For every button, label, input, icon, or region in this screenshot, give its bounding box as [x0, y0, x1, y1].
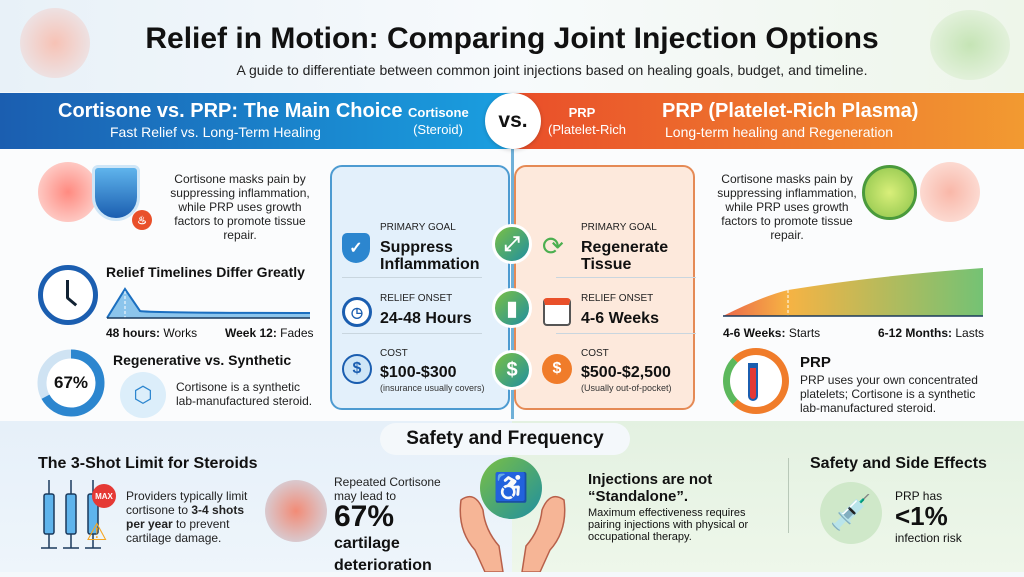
regen-text: Cortisone is a synthetic lab-manufacture… [176, 380, 313, 408]
banner-subtitle: Long-term healing and Regeneration [665, 124, 894, 140]
cost-value: $100-$300 [380, 364, 457, 381]
cartilage-stat: 67% cartilage deterioration [334, 500, 432, 575]
cost-value: $500-$2,500 [581, 364, 671, 381]
divider [556, 277, 696, 278]
onset-label: RELIEF ONSET [380, 293, 453, 304]
percent-value: 67% [53, 373, 89, 392]
timeline-start-label: 4-6 Weeks: Starts [723, 326, 821, 340]
blood-tube-icon [723, 348, 789, 414]
shield-check-icon: ✓ [342, 233, 370, 263]
goal-value: Suppress Inflammation [380, 239, 480, 273]
cortisone-tag: Cortisone [408, 105, 469, 120]
timeline-title: Relief Timelines Differ Greatly [106, 264, 305, 280]
steroid-molecule-icon: ⬡ [120, 372, 166, 418]
dollar-icon: $ [342, 354, 372, 384]
max-badge: MAX [92, 484, 116, 508]
timeline-end-label: 6-12 Months: Lasts [878, 326, 985, 340]
safety-title: Safety and Side Effects [810, 455, 987, 472]
intro-text: Cortisone masks pain by suppressing infl… [170, 172, 310, 242]
syringes-icon [41, 480, 101, 549]
healing-joint-icon [920, 162, 980, 222]
cost-label: COST [380, 348, 408, 359]
prp-banner: PRP (Platelet-Rich PRP (Platelet-Rich Pl… [512, 93, 1024, 149]
goal-value: Regenerate Tissue [581, 239, 669, 273]
cortisone-banner: Cortisone vs. PRP: The Main Choice Fast … [0, 93, 512, 149]
clock-icon [38, 265, 98, 325]
divider [556, 333, 696, 334]
cortisone-tag-sub: (Steroid) [413, 122, 463, 137]
cost-note: (Usually out-of-pocket) [581, 383, 672, 393]
flame-icon: ♨ [132, 210, 152, 230]
calendar-icon [543, 298, 571, 326]
prp-card: ⟳ PRIMARY GOAL Regenerate Tissue RELIEF … [514, 165, 696, 410]
cost-label: COST [581, 348, 609, 359]
cortisone-card: ✓ PRIMARY GOAL Suppress Inflammation ◷ R… [330, 165, 510, 410]
page-subtitle: A guide to differentiate between common … [236, 62, 868, 78]
prp-healing-curve [723, 268, 983, 317]
onset-label: RELIEF ONSET [581, 293, 654, 304]
prp-tag-sub: (Platelet-Rich [547, 122, 627, 137]
damaged-cartilage-icon [265, 480, 327, 542]
hands-icon [459, 495, 566, 572]
safety-pre: PRP has [895, 489, 943, 503]
divider [511, 149, 514, 419]
inflamed-joint-icon [38, 162, 98, 222]
header [0, 0, 1024, 92]
safety-post: infection risk [895, 531, 962, 545]
warning-icon: ⚠ [86, 519, 108, 546]
vs-badge: vs. [485, 93, 541, 149]
dollar-hub-icon: $ [492, 350, 532, 390]
percent-ring [37, 349, 105, 417]
infection-risk-value: <1% [895, 501, 948, 531]
timeline-end-label: Week 12: Fades [225, 326, 314, 340]
platelet-cell-icon [862, 165, 917, 220]
chart-hub-icon: ▮ [492, 288, 532, 328]
banner-subtitle: Fast Relief vs. Long-Term Healing [110, 124, 321, 140]
limit-text: Providers typically limit cortisone to 3… [126, 489, 248, 545]
timeline-start-label: 48 hours: Works [106, 326, 198, 340]
onset-value: 24-48 Hours [380, 310, 472, 327]
section-title: Safety and Frequency [380, 423, 630, 455]
banner-title: PRP (Platelet-Rich Plasma) [662, 100, 919, 122]
page-title: Relief in Motion: Comparing Joint Inject… [145, 22, 879, 55]
knee-joint-icon [20, 8, 90, 78]
goal-label: PRIMARY GOAL [581, 222, 657, 233]
intro-text: Cortisone masks pain by suppressing infl… [717, 172, 857, 242]
cortisone-relief-curve [106, 287, 310, 319]
divider [342, 333, 482, 334]
clock-icon: ◷ [342, 297, 372, 327]
onset-value: 4-6 Weeks [581, 310, 659, 327]
recovery-arrows-icon [930, 10, 1010, 80]
divider [342, 277, 482, 278]
therapy-icon: ♿ [480, 457, 542, 519]
goal-label: PRIMARY GOAL [380, 222, 456, 233]
dollar-icon: $ [542, 354, 572, 384]
syringe-bacteria-icon: 💉 [820, 482, 882, 544]
syringe-hub-icon: ⤢ [492, 224, 532, 264]
shield-icon [92, 165, 140, 221]
refresh-icon: ⟳ [542, 231, 564, 261]
prp-tag: PRP [568, 105, 596, 120]
limit-title: The 3-Shot Limit for Steroids [38, 455, 258, 472]
regen-title: Regenerative vs. Synthetic [113, 352, 292, 368]
cartilage-text: Repeated Cortisone may lead to [334, 475, 441, 503]
standalone-title: Injections are not “Standalone”. [588, 471, 713, 505]
banner-title: Cortisone vs. PRP: The Main Choice [58, 100, 403, 122]
prp-title: PRP [800, 354, 831, 371]
cost-note: (insurance usually covers) [380, 383, 485, 393]
divider [788, 458, 789, 533]
standalone-text: Maximum effectiveness requires pairing i… [588, 507, 749, 543]
prp-text: PRP uses your own concentrated platelets… [800, 373, 978, 415]
